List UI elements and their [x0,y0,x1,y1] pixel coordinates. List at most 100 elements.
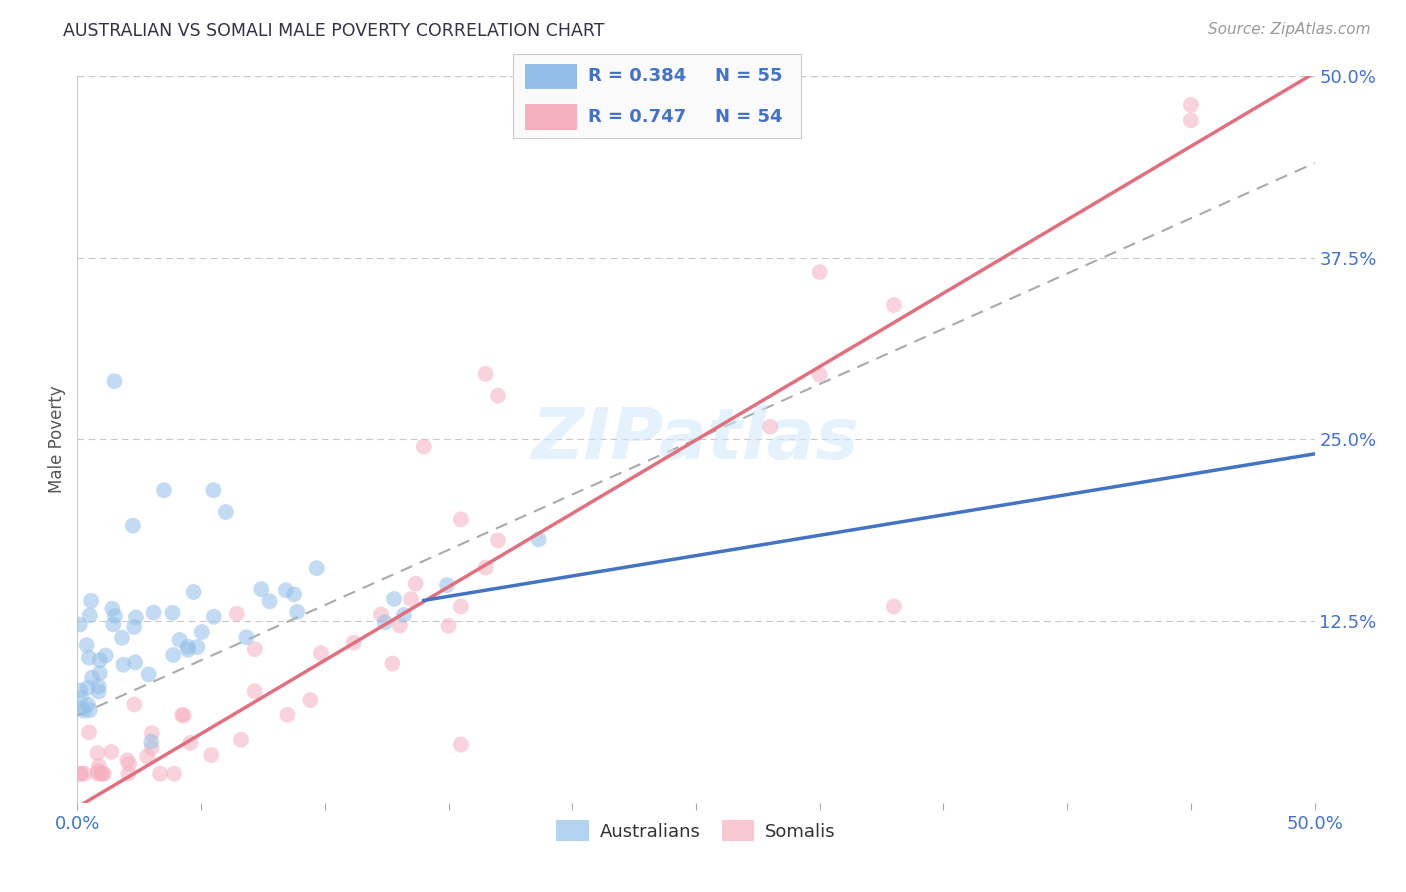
Point [89,666,111,681]
Point [149,766,172,780]
Point [121,518,143,533]
Point [69,766,91,780]
Point [70,766,93,780]
Point [179,736,201,750]
Point [153,483,176,498]
Point [79,608,101,623]
Point [259,594,281,608]
Point [89,653,111,667]
Point [392,607,415,622]
Point [169,632,191,647]
Point [117,766,139,780]
Point [309,646,332,660]
Point [138,667,160,681]
Point [93,766,115,780]
Point [1180,113,1202,128]
Point [235,630,257,644]
Point [91,766,114,780]
Point [73,704,96,718]
Point [124,656,146,670]
Point [388,618,411,632]
Point [86,746,108,760]
Point [136,749,159,764]
Point [141,741,163,756]
Point [111,631,134,645]
Point [163,766,186,780]
Point [215,505,238,519]
Point [69,683,91,698]
Text: R = 0.384: R = 0.384 [588,68,686,86]
Text: R = 0.747: R = 0.747 [588,108,686,126]
Point [103,617,125,632]
Point [80,594,103,608]
Point [883,298,905,312]
Point [70,701,93,715]
Point [87,684,110,698]
Point [162,648,184,662]
Text: N = 54: N = 54 [714,108,783,126]
Point [382,591,405,606]
Point [808,265,831,279]
Point [1180,98,1202,112]
Point [141,735,163,749]
Y-axis label: Male Poverty: Male Poverty [48,385,66,493]
Point [76,681,98,695]
Point [200,748,222,763]
Point [86,766,108,780]
Point [79,703,101,717]
Point [87,764,110,778]
Point [436,578,458,592]
Point [70,690,93,705]
Point [77,725,100,739]
Point [276,707,298,722]
Point [343,635,366,649]
Point [405,576,427,591]
Point [76,698,98,712]
Point [183,585,205,599]
Text: Source: ZipAtlas.com: Source: ZipAtlas.com [1208,22,1371,37]
Point [77,650,100,665]
Point [82,671,104,685]
Text: AUSTRALIAN VS SOMALI MALE POVERTY CORRELATION CHART: AUSTRALIAN VS SOMALI MALE POVERTY CORREL… [63,22,605,40]
Point [142,606,165,620]
Point [412,440,434,454]
FancyBboxPatch shape [524,63,576,89]
Point [274,583,297,598]
Point [90,766,112,780]
Point [243,642,266,657]
Point [122,620,145,634]
Point [177,642,200,657]
Point [225,607,247,621]
Point [305,561,328,575]
Point [474,367,496,381]
Point [450,738,472,752]
Point [527,533,550,547]
Point [190,625,212,640]
Point [173,708,195,723]
Point [450,599,472,614]
Point [69,617,91,632]
Point [162,606,184,620]
Point [103,374,125,388]
Point [118,756,141,771]
Legend: Australians, Somalis: Australians, Somalis [548,813,844,848]
Point [299,693,322,707]
Point [808,368,831,382]
Point [100,745,122,759]
Point [177,640,200,654]
Point [186,640,208,654]
Point [202,609,225,624]
Point [437,619,460,633]
Point [486,389,509,403]
Point [243,684,266,698]
Point [125,610,148,624]
Point [76,638,98,652]
Point [141,726,163,740]
Point [283,587,305,601]
Point [115,753,138,767]
FancyBboxPatch shape [524,104,576,130]
Point [450,512,472,526]
Point [229,732,252,747]
Point [370,607,392,622]
Point [486,533,509,548]
